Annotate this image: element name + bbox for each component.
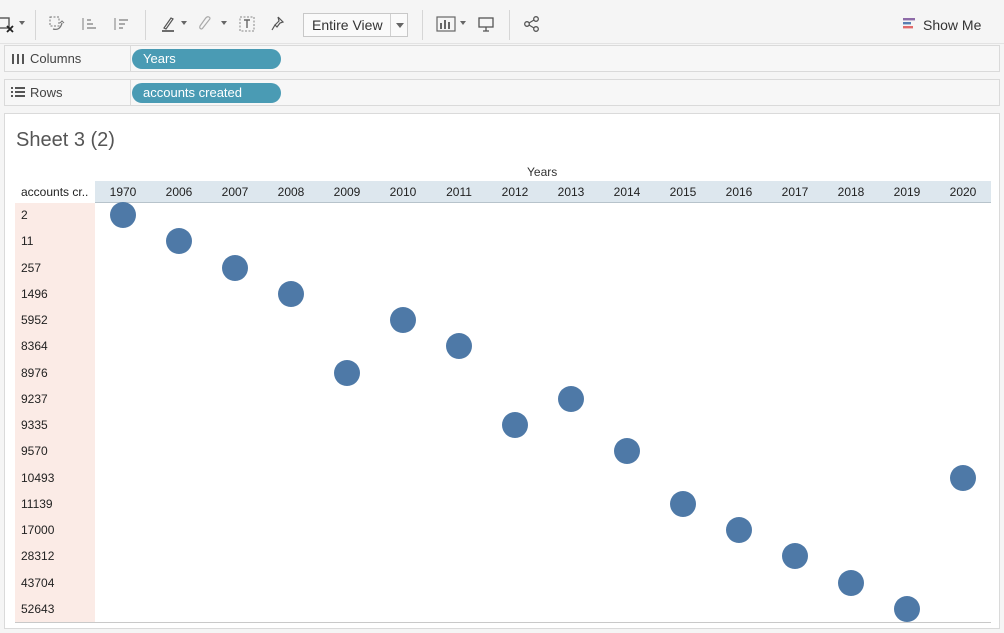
y-tick-label[interactable]: 8976 bbox=[21, 365, 48, 380]
show-me-icon bbox=[903, 17, 917, 31]
x-tick-label[interactable]: 2014 bbox=[613, 185, 641, 199]
x-tick-label[interactable]: 2011 bbox=[446, 185, 472, 199]
x-tick-label[interactable]: 2006 bbox=[165, 185, 193, 199]
x-tick-label[interactable]: 2008 bbox=[277, 185, 305, 199]
x-tick-label[interactable]: 2015 bbox=[669, 185, 697, 199]
fit-dropdown[interactable] bbox=[459, 19, 467, 27]
swap-axes-icon[interactable] bbox=[47, 14, 67, 34]
y-tick-label[interactable]: 28312 bbox=[21, 549, 55, 564]
rows-shelf[interactable]: Rows accounts created bbox=[4, 79, 1000, 106]
data-point[interactable] bbox=[950, 464, 976, 491]
select-divider bbox=[390, 14, 391, 36]
y-tick-label[interactable]: 9570 bbox=[21, 444, 48, 459]
data-point[interactable] bbox=[166, 228, 192, 255]
data-point[interactable] bbox=[838, 569, 864, 596]
data-point[interactable] bbox=[670, 490, 696, 517]
rows-shelf-label: Rows bbox=[30, 85, 63, 100]
row-field-header[interactable]: accounts cr.. bbox=[21, 185, 89, 199]
chevron-down-icon bbox=[396, 23, 404, 28]
columns-shelf-header: Columns bbox=[5, 46, 131, 71]
toolbar: Entire View Show Me bbox=[0, 4, 1004, 44]
sort-descending-icon[interactable] bbox=[111, 14, 131, 34]
x-tick-label[interactable]: 2017 bbox=[781, 185, 809, 199]
x-tick-label[interactable]: 2016 bbox=[725, 185, 753, 199]
highlight-dropdown[interactable] bbox=[180, 19, 188, 27]
show-labels-icon[interactable] bbox=[237, 14, 257, 34]
worksheet-view[interactable]: Sheet 3 (2) Years accounts cr.. 1970 2006… bbox=[4, 113, 1000, 629]
data-point[interactable] bbox=[446, 333, 472, 360]
fit-view-label: Entire View bbox=[312, 17, 383, 33]
toolbar-separator bbox=[35, 10, 36, 40]
y-tick-label[interactable]: 11 bbox=[21, 234, 34, 249]
group-dropdown[interactable] bbox=[220, 19, 228, 27]
y-tick-label[interactable]: 17000 bbox=[21, 523, 55, 537]
fit-icon[interactable] bbox=[436, 14, 456, 34]
toolbar-separator bbox=[509, 10, 510, 40]
x-tick-label[interactable]: 2010 bbox=[389, 185, 417, 199]
fit-view-select[interactable]: Entire View bbox=[303, 13, 408, 37]
share-icon[interactable] bbox=[522, 14, 542, 34]
clear-sheet-dropdown[interactable] bbox=[18, 19, 26, 27]
x-tick-label[interactable]: 2007 bbox=[221, 185, 249, 199]
y-tick-label[interactable]: 9335 bbox=[21, 418, 48, 432]
x-tick-label[interactable]: 2018 bbox=[837, 185, 865, 199]
x-tick-label[interactable]: 2009 bbox=[333, 185, 361, 199]
x-tick-label[interactable]: 2020 bbox=[949, 185, 977, 199]
y-tick-label[interactable]: 1496 bbox=[21, 286, 48, 301]
columns-icon bbox=[11, 51, 25, 65]
rows-icon bbox=[11, 85, 25, 99]
y-tick-label[interactable]: 257 bbox=[21, 260, 42, 275]
accounts-created-pill[interactable]: accounts created bbox=[132, 83, 281, 103]
y-tick-label[interactable]: 10493 bbox=[21, 470, 55, 485]
data-point[interactable] bbox=[334, 359, 360, 386]
data-point[interactable] bbox=[222, 254, 248, 281]
pin-icon[interactable] bbox=[268, 14, 288, 34]
view-bottom-border bbox=[15, 622, 991, 623]
header-divider bbox=[95, 202, 991, 203]
y-tick-label[interactable]: 11139 bbox=[21, 496, 53, 511]
data-point[interactable] bbox=[558, 385, 584, 412]
clear-sheet-icon[interactable] bbox=[0, 14, 16, 34]
column-field-header: Years bbox=[527, 165, 558, 179]
data-point[interactable] bbox=[726, 517, 752, 543]
x-tick-label[interactable]: 2012 bbox=[501, 185, 529, 199]
data-point[interactable] bbox=[894, 595, 920, 622]
toolbar-separator bbox=[145, 10, 146, 40]
data-point[interactable] bbox=[502, 412, 528, 438]
y-tick-label[interactable]: 9237 bbox=[21, 391, 48, 406]
years-pill[interactable]: Years bbox=[132, 49, 281, 69]
highlight-icon[interactable] bbox=[158, 14, 178, 34]
x-tick-label[interactable]: 1970 bbox=[109, 185, 137, 199]
data-point[interactable] bbox=[278, 280, 304, 307]
row-header-band bbox=[15, 203, 95, 622]
show-me-button[interactable]: Show Me bbox=[900, 14, 990, 36]
y-tick-label[interactable]: 43704 bbox=[21, 575, 55, 590]
data-point[interactable] bbox=[390, 307, 416, 333]
group-icon[interactable] bbox=[195, 14, 215, 34]
data-point[interactable] bbox=[110, 202, 136, 228]
y-tick-label[interactable]: 52643 bbox=[21, 601, 55, 616]
x-tick-label[interactable]: 2019 bbox=[893, 185, 921, 199]
columns-shelf-label: Columns bbox=[30, 51, 82, 66]
data-point[interactable] bbox=[782, 543, 808, 570]
y-tick-label[interactable]: 5952 bbox=[21, 313, 48, 327]
show-me-label: Show Me bbox=[923, 17, 982, 33]
column-header-band bbox=[95, 181, 991, 202]
columns-shelf[interactable]: Columns Years bbox=[4, 45, 1000, 72]
presentation-icon[interactable] bbox=[476, 14, 496, 34]
data-point[interactable] bbox=[614, 438, 640, 465]
y-tick-label[interactable]: 8364 bbox=[21, 339, 48, 354]
sheet-title: Sheet 3 (2) bbox=[16, 129, 115, 151]
y-tick-label[interactable]: 2 bbox=[21, 208, 28, 222]
sort-ascending-icon[interactable] bbox=[79, 14, 99, 34]
toolbar-separator bbox=[422, 10, 423, 40]
rows-shelf-header: Rows bbox=[5, 80, 131, 105]
x-tick-label[interactable]: 2013 bbox=[557, 185, 585, 199]
